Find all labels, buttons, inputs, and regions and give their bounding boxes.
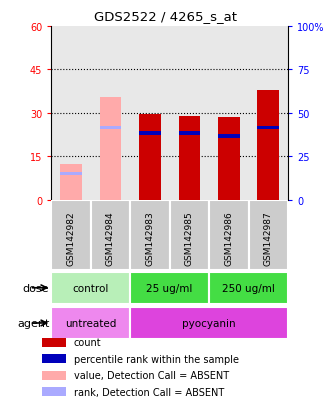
Bar: [258, 90, 279, 200]
Bar: [130, 307, 288, 339]
Bar: [100, 126, 121, 130]
Text: GSM142985: GSM142985: [185, 211, 194, 266]
Bar: [42, 387, 66, 396]
Bar: [51, 200, 91, 271]
Bar: [100, 97, 121, 200]
Text: control: control: [72, 283, 109, 293]
Bar: [178, 116, 200, 200]
Bar: [91, 200, 130, 271]
Text: percentile rank within the sample: percentile rank within the sample: [74, 354, 239, 364]
Text: GSM142987: GSM142987: [264, 211, 273, 266]
Bar: [139, 115, 161, 200]
Bar: [218, 135, 240, 138]
Bar: [130, 200, 169, 271]
Bar: [249, 200, 288, 271]
Bar: [139, 132, 161, 135]
Bar: [130, 272, 209, 304]
Bar: [42, 371, 66, 380]
Bar: [42, 338, 66, 347]
Text: GDS2522 / 4265_s_at: GDS2522 / 4265_s_at: [94, 10, 237, 23]
Bar: [51, 307, 130, 339]
Text: pyocyanin: pyocyanin: [182, 318, 236, 328]
Bar: [209, 200, 249, 271]
Bar: [258, 126, 279, 130]
Text: agent: agent: [17, 318, 49, 328]
Text: GSM142982: GSM142982: [67, 211, 75, 265]
Text: GSM142983: GSM142983: [145, 211, 155, 266]
Text: GSM142986: GSM142986: [224, 211, 233, 266]
Text: GSM142984: GSM142984: [106, 211, 115, 265]
Bar: [42, 354, 66, 363]
Text: 25 ug/ml: 25 ug/ml: [146, 283, 193, 293]
Text: count: count: [74, 337, 102, 347]
Bar: [51, 272, 130, 304]
Bar: [209, 272, 288, 304]
Bar: [178, 132, 200, 135]
Bar: [60, 173, 82, 176]
Text: dose: dose: [23, 283, 49, 293]
Bar: [218, 118, 240, 200]
Bar: [60, 164, 82, 200]
Bar: [169, 200, 209, 271]
Text: untreated: untreated: [65, 318, 117, 328]
Text: rank, Detection Call = ABSENT: rank, Detection Call = ABSENT: [74, 387, 224, 396]
Text: 250 ug/ml: 250 ug/ml: [222, 283, 275, 293]
Text: value, Detection Call = ABSENT: value, Detection Call = ABSENT: [74, 370, 229, 380]
